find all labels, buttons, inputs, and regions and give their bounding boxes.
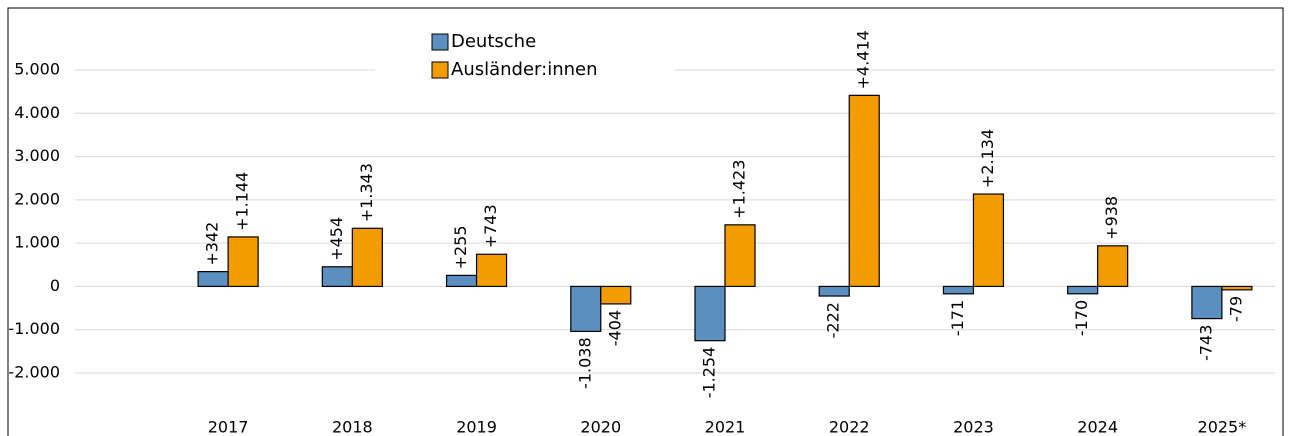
legend-label: Deutsche [451,31,536,52]
y-tick-label: -1.000 [8,319,60,338]
y-tick-label: 5.000 [14,60,60,79]
bars: 2017 +342 +1.144 2018 +454 +1.343 2019 +255 +743… [197,30,1253,436]
value-label: +743 [481,204,500,248]
bar [570,285,602,332]
x-tick-label: 2022 [829,418,870,436]
bar [848,94,880,288]
y-tick-label: 1.000 [14,233,60,252]
y-tick-label: 0 [50,276,60,295]
x-tick-label: 2018 [332,418,373,436]
value-label: +342 [203,222,222,266]
bar [1067,285,1099,295]
value-label: -79 [1226,296,1245,322]
y-tick-label: 2.000 [14,189,60,208]
bar [972,193,1005,288]
value-label: -222 [824,302,843,338]
legend-swatch [431,61,449,79]
x-tick-label: 2020 [580,418,621,436]
legend-background [375,28,675,84]
legend-swatch [431,33,449,51]
value-label: -1.038 [575,337,594,389]
bar [1221,285,1253,291]
legend: Deutsche Ausländer:innen [375,28,675,84]
x-tick-label: 2019 [456,418,497,436]
value-label: +1.423 [730,160,749,219]
value-label: -1.254 [700,347,719,399]
x-tick-label: 2023 [953,418,994,436]
value-label: +454 [327,217,346,261]
frame [7,7,1284,436]
x-tick-label: 2025* [1198,418,1247,436]
y-tick-label: 3.000 [14,146,60,165]
bar [600,285,632,305]
bar [197,271,229,288]
value-label: +4.414 [854,30,873,89]
value-label: +1.343 [357,163,376,222]
value-label: -404 [605,310,624,346]
value-label: +938 [1102,196,1121,240]
value-label: -170 [1072,300,1091,336]
legend-label: Ausländer:innen [451,59,598,80]
value-label: +1.144 [233,172,252,231]
bar [445,274,478,288]
bar [724,224,756,288]
bar [321,266,353,288]
bar [1097,245,1129,288]
bar [942,285,975,295]
x-tick-label: 2017 [208,418,249,436]
value-label: -743 [1196,325,1215,361]
bar [1191,285,1223,320]
bar [694,285,726,342]
y-tick-label: 4.000 [14,103,60,122]
x-tick-label: 2021 [705,418,746,436]
value-label: +2.134 [978,129,997,188]
x-tick-label: 2024 [1077,418,1118,436]
y-tick-label: -2.000 [8,363,60,382]
value-label: +255 [451,225,470,269]
bar [818,285,850,297]
grid: -2.000 -1.000 0 1.000 2.000 3.000 4.000 5.000 [8,60,1275,382]
bar [351,227,383,288]
bar [227,236,259,288]
value-label: -171 [948,300,967,336]
bar [475,253,508,288]
